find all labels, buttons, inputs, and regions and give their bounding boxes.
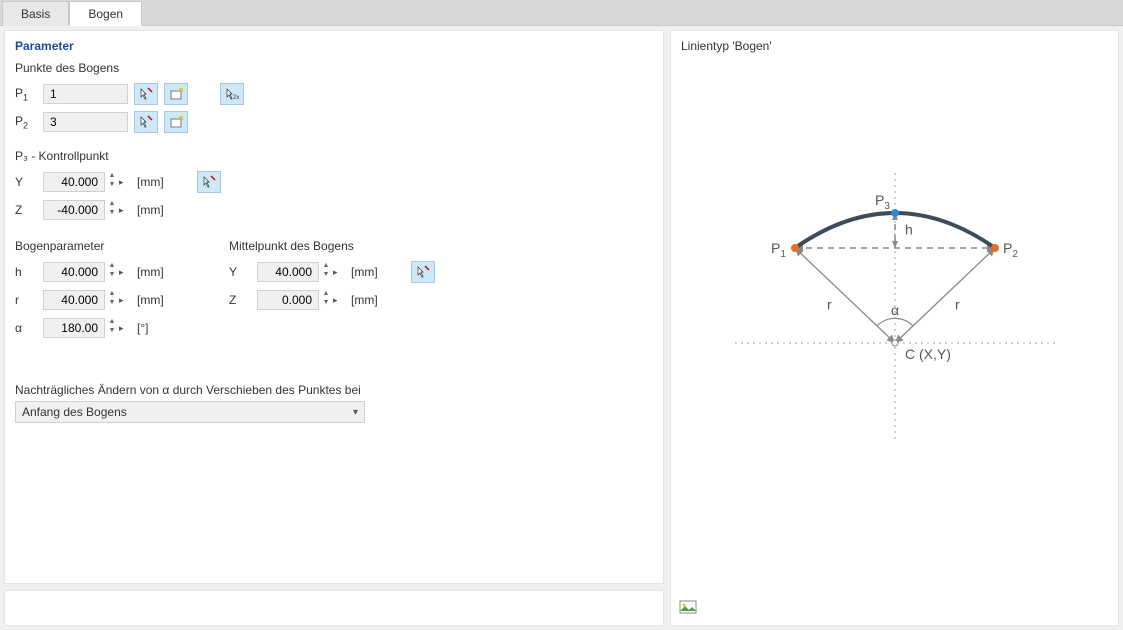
pick-two-points-icon[interactable]: 2x bbox=[220, 83, 244, 105]
bottom-status-panel bbox=[4, 590, 664, 626]
tab-bogen[interactable]: Bogen bbox=[69, 1, 142, 26]
spinner[interactable]: ▲▼ bbox=[107, 200, 117, 220]
new-point-icon[interactable] bbox=[164, 83, 188, 105]
chevron-down-icon: ▾ bbox=[353, 407, 358, 418]
svg-text:α: α bbox=[891, 302, 899, 318]
points-section-label: Punkte des Bogens bbox=[15, 61, 653, 75]
new-point-icon[interactable] bbox=[164, 111, 188, 133]
expand-arrow-icon[interactable]: ▸ bbox=[119, 205, 129, 216]
alpha-input[interactable] bbox=[43, 318, 105, 338]
p3-y-input[interactable] bbox=[43, 172, 105, 192]
svg-text:r: r bbox=[827, 297, 832, 313]
unit-mm: [mm] bbox=[137, 293, 169, 307]
spinner[interactable]: ▲▼ bbox=[321, 290, 331, 310]
p2-label: P2 bbox=[15, 114, 37, 130]
tab-basis[interactable]: Basis bbox=[2, 1, 69, 26]
z-label: Z bbox=[15, 203, 37, 217]
unit-mm: [mm] bbox=[137, 265, 169, 279]
center-z-input[interactable] bbox=[257, 290, 319, 310]
p3-section-label: P₃ - Kontrollpunkt bbox=[15, 149, 653, 163]
unit-mm: [mm] bbox=[351, 293, 383, 307]
pick-point-icon[interactable] bbox=[134, 111, 158, 133]
diagram-panel: Linientyp 'Bogen' P1 P2 P3 h r r α C (X,Y) bbox=[670, 30, 1119, 626]
y-label: Y bbox=[15, 175, 37, 189]
svg-text:r: r bbox=[955, 297, 960, 313]
center-head: Mittelpunkt des Bogens bbox=[229, 239, 435, 253]
h-input[interactable] bbox=[43, 262, 105, 282]
unit-deg: [°] bbox=[137, 321, 169, 335]
shift-dropdown[interactable]: Anfang des Bogens ▾ bbox=[15, 401, 365, 423]
pick-point-icon[interactable] bbox=[134, 83, 158, 105]
r-input[interactable] bbox=[43, 290, 105, 310]
spinner[interactable]: ▲▼ bbox=[107, 262, 117, 282]
unit-mm: [mm] bbox=[351, 265, 383, 279]
expand-arrow-icon[interactable]: ▸ bbox=[333, 295, 343, 306]
svg-text:2x: 2x bbox=[233, 95, 239, 101]
p1-label: P1 bbox=[15, 86, 37, 102]
svg-text:P2: P2 bbox=[1003, 240, 1018, 260]
unit-mm: [mm] bbox=[137, 175, 169, 189]
p2-input[interactable] bbox=[43, 112, 128, 132]
dropdown-value: Anfang des Bogens bbox=[22, 405, 127, 419]
expand-arrow-icon[interactable]: ▸ bbox=[119, 267, 129, 278]
pick-coord-icon[interactable] bbox=[411, 261, 435, 283]
parameter-panel: Parameter Punkte des Bogens P1 2x P2 bbox=[4, 30, 664, 584]
spinner[interactable]: ▲▼ bbox=[321, 262, 331, 282]
svg-text:P3: P3 bbox=[875, 192, 890, 212]
panel-title: Parameter bbox=[15, 39, 653, 53]
spinner[interactable]: ▲▼ bbox=[107, 172, 117, 192]
svg-text:P1: P1 bbox=[771, 240, 786, 260]
unit-mm: [mm] bbox=[137, 203, 169, 217]
center-z-label: Z bbox=[229, 293, 251, 307]
p3-z-input[interactable] bbox=[43, 200, 105, 220]
h-label: h bbox=[15, 265, 37, 279]
p1-input[interactable] bbox=[43, 84, 128, 104]
arc-params-head: Bogenparameter bbox=[15, 239, 169, 253]
center-y-input[interactable] bbox=[257, 262, 319, 282]
center-y-label: Y bbox=[229, 265, 251, 279]
alpha-label: α bbox=[15, 321, 37, 335]
pick-coord-icon[interactable] bbox=[197, 171, 221, 193]
arc-diagram: P1 P2 P3 h r r α C (X,Y) bbox=[685, 113, 1105, 473]
shift-label: Nachträgliches Ändern von α durch Versch… bbox=[15, 383, 653, 397]
right-panel-title: Linientyp 'Bogen' bbox=[681, 39, 1108, 53]
tab-bar: Basis Bogen bbox=[0, 0, 1123, 26]
svg-text:h: h bbox=[905, 222, 913, 238]
image-footer-icon[interactable] bbox=[679, 598, 697, 617]
svg-text:C (X,Y): C (X,Y) bbox=[905, 346, 951, 362]
expand-arrow-icon[interactable]: ▸ bbox=[119, 295, 129, 306]
r-label: r bbox=[15, 293, 37, 307]
expand-arrow-icon[interactable]: ▸ bbox=[119, 323, 129, 334]
spinner[interactable]: ▲▼ bbox=[107, 318, 117, 338]
spinner[interactable]: ▲▼ bbox=[107, 290, 117, 310]
expand-arrow-icon[interactable]: ▸ bbox=[119, 177, 129, 188]
expand-arrow-icon[interactable]: ▸ bbox=[333, 267, 343, 278]
